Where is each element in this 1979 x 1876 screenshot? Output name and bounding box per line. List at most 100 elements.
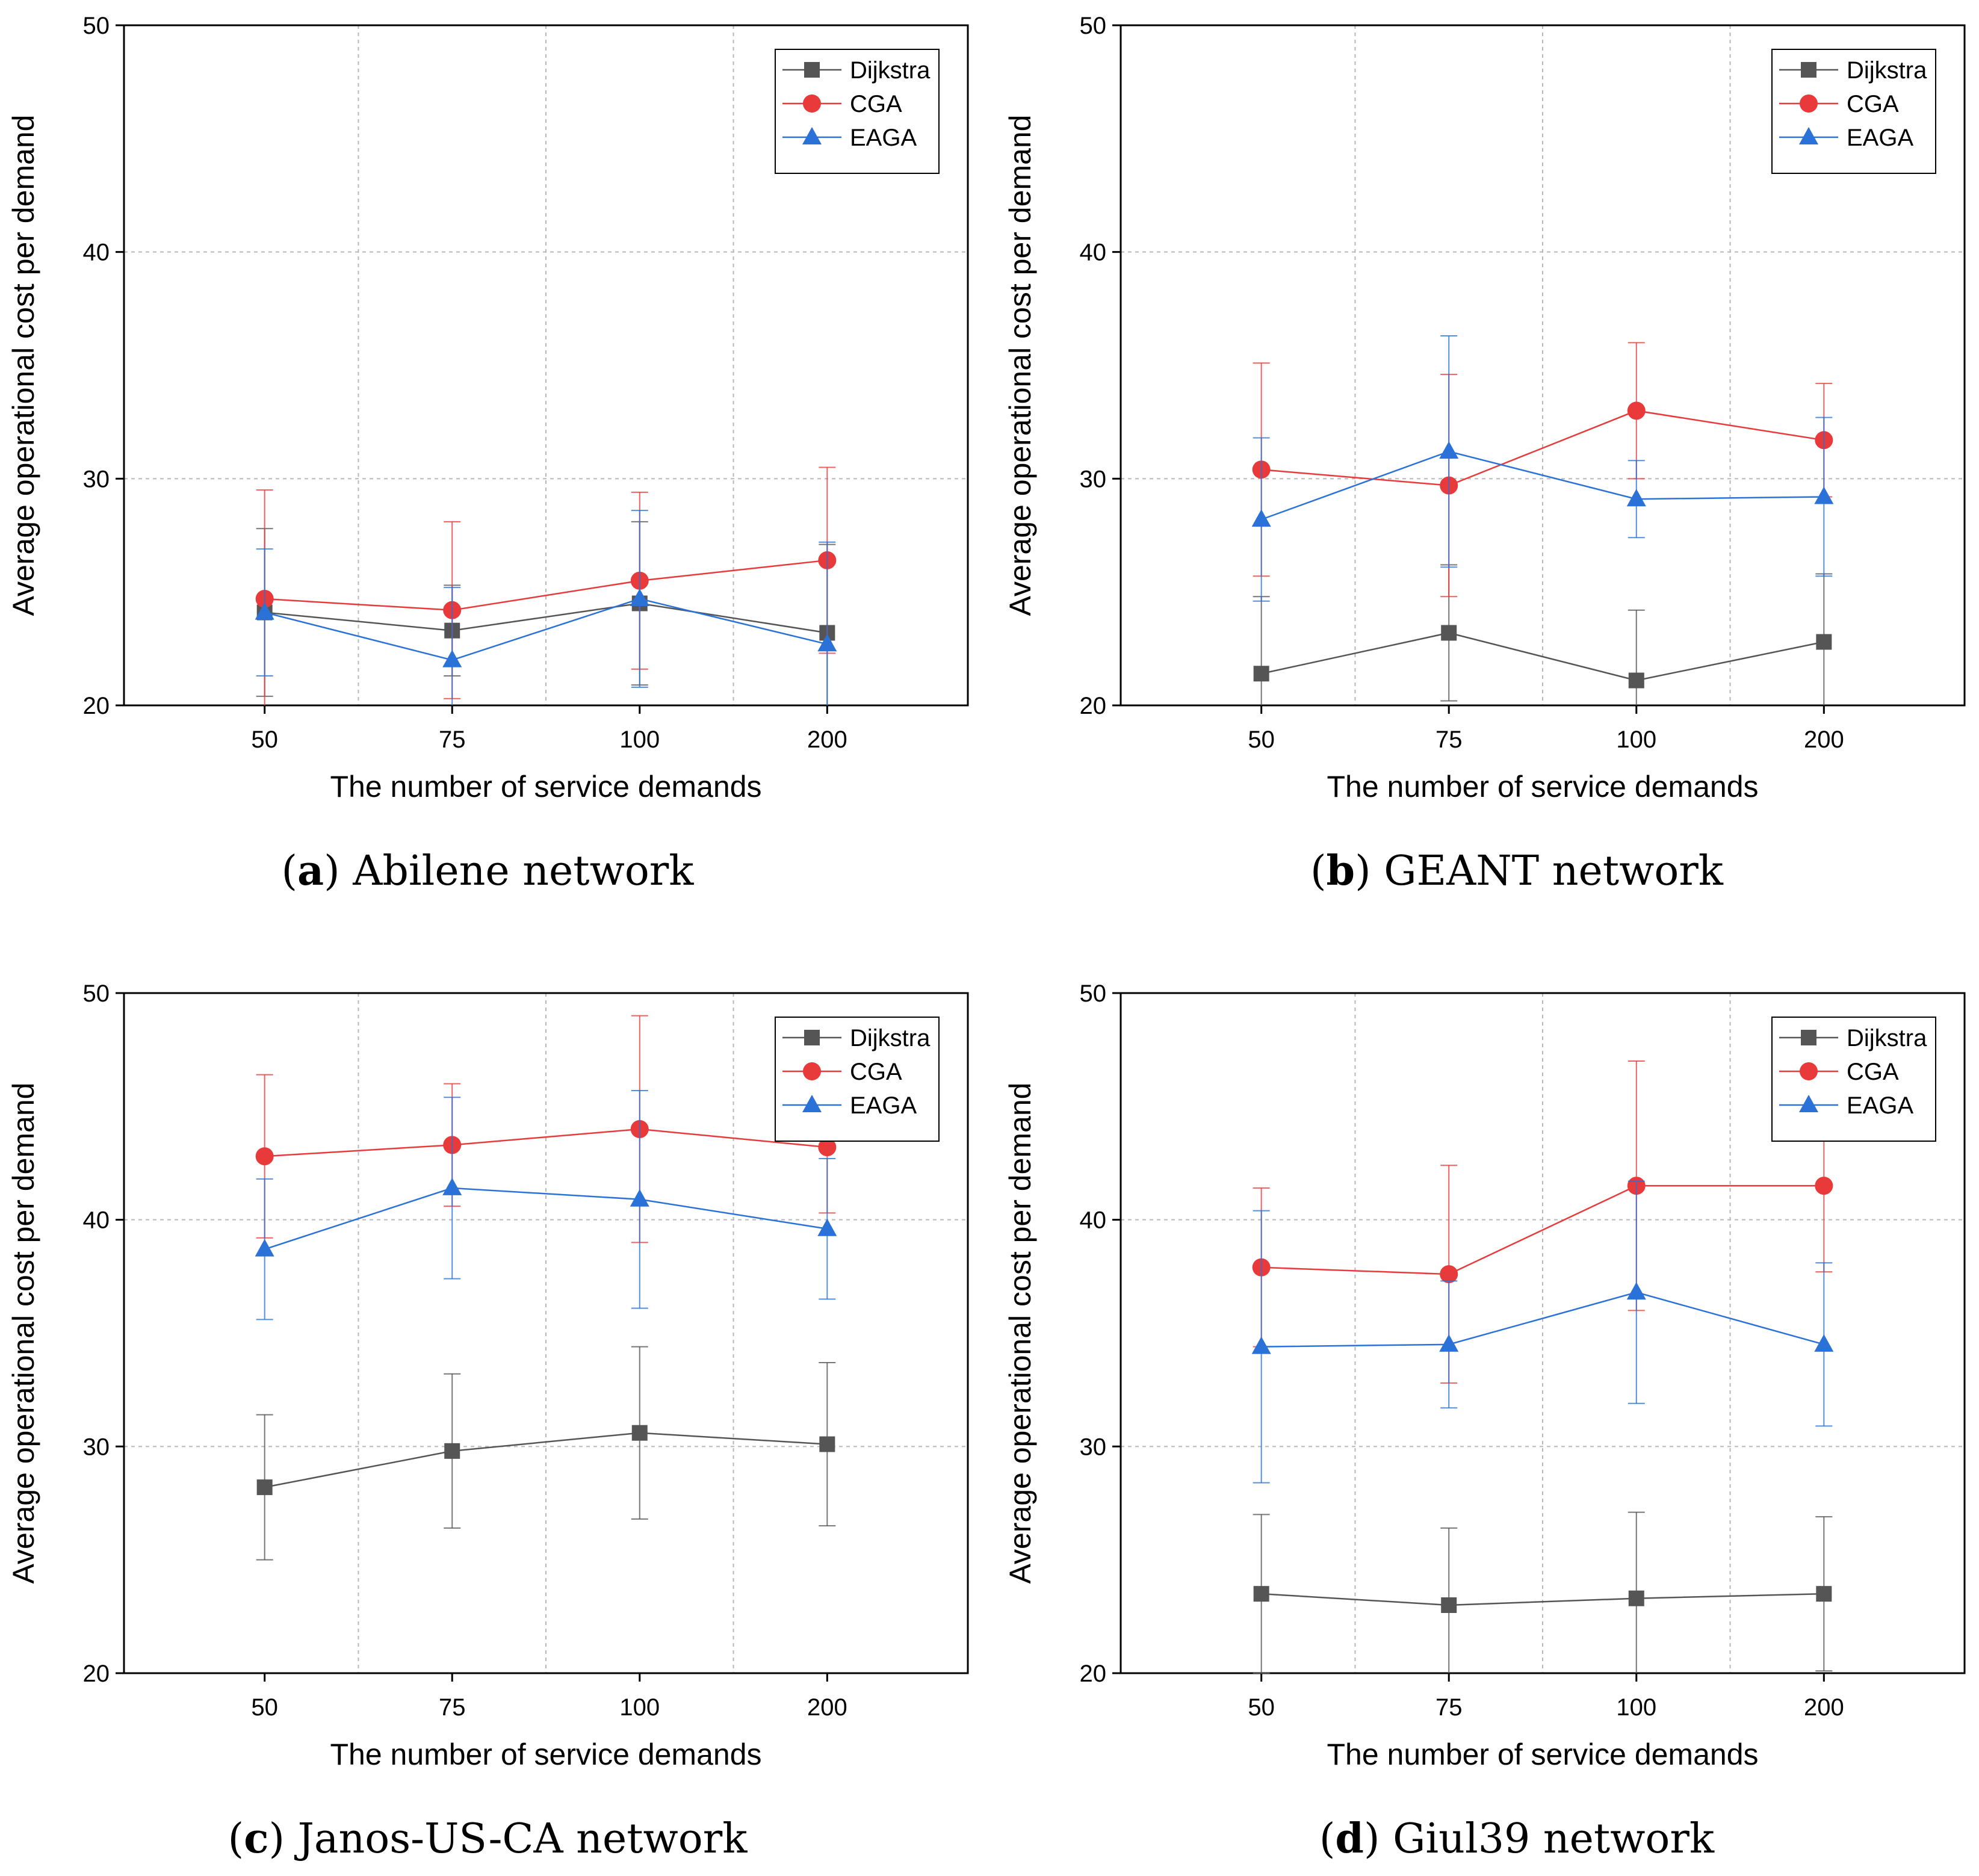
- legend-label-eaga: EAGA: [850, 125, 917, 151]
- x-tick-label: 75: [1435, 1694, 1463, 1721]
- series-line-cga: [264, 1128, 828, 1157]
- legend-marker-dijkstra: [804, 62, 820, 78]
- y-tick-label: 20: [83, 1661, 110, 1687]
- data-point-cga: [1627, 401, 1646, 420]
- series-line-cga: [1261, 1184, 1824, 1275]
- plot-frame: [123, 992, 969, 1674]
- x-tick-label: 200: [807, 726, 847, 753]
- panel-caption-c: (c) Janos-US-CA network: [228, 1815, 748, 1863]
- data-point-dijkstra: [1628, 672, 1644, 689]
- y-tick-label: 20: [83, 693, 110, 719]
- data-point-dijkstra: [1253, 666, 1269, 682]
- legend-label-dijkstra: Dijkstra: [850, 1025, 931, 1051]
- data-point-eaga: [255, 602, 274, 620]
- legend: Dijkstra CGA EAGA: [1771, 49, 1936, 174]
- y-tick-label: 40: [1080, 240, 1107, 266]
- data-point-eaga: [630, 1189, 649, 1207]
- x-tick-label: 75: [1435, 726, 1463, 753]
- data-point-eaga: [1814, 1334, 1834, 1352]
- data-point-eaga: [1626, 489, 1646, 507]
- y-tick-label: 20: [1080, 693, 1107, 719]
- panel-caption-a: (a) Abilene network: [282, 847, 695, 895]
- series-line-eaga: [264, 1187, 828, 1250]
- series-line-dijkstra: [1261, 1593, 1824, 1606]
- legend-marker-eaga: [1799, 1095, 1818, 1112]
- series-eaga: [255, 1089, 837, 1320]
- x-tick-label: 200: [1804, 1694, 1844, 1721]
- x-tick-label: 50: [1248, 1694, 1275, 1721]
- y-axis-label: Average operational cost per demand: [1003, 115, 1037, 616]
- chart-panel-a: 20 30 40 50 50 75 100 200 The number of service …: [7, 13, 969, 803]
- data-point-eaga: [1251, 1336, 1271, 1354]
- series-eaga: [255, 510, 837, 705]
- data-point-cga: [818, 1138, 837, 1157]
- plot-frame: [1120, 992, 1966, 1674]
- data-point-eaga: [630, 588, 649, 606]
- y-tick-label: 30: [83, 1434, 110, 1460]
- data-point-eaga: [1814, 486, 1834, 504]
- data-point-dijkstra: [631, 1425, 648, 1441]
- chart-panel-c: 20 30 40 50 50 75 100 200 The number of service …: [7, 980, 969, 1771]
- legend-marker-cga: [803, 1062, 821, 1080]
- series-eaga: [1251, 1180, 1834, 1484]
- legend-marker-dijkstra: [1801, 1030, 1816, 1045]
- series-dijkstra: [1253, 1511, 1833, 1674]
- x-tick-label: 50: [1248, 726, 1275, 753]
- legend-label-dijkstra: Dijkstra: [1847, 57, 1927, 84]
- y-axis-label: Average operational cost per demand: [1003, 1083, 1037, 1584]
- x-axis-label: The number of service demands: [1327, 770, 1758, 803]
- series-line-cga: [264, 559, 828, 611]
- x-tick-label: 75: [439, 1694, 466, 1721]
- legend-label-eaga: EAGA: [1847, 125, 1913, 151]
- series-line-cga: [1261, 410, 1824, 486]
- x-tick-label: 50: [251, 1694, 278, 1721]
- data-point-cga: [255, 1147, 274, 1166]
- legend: Dijkstra CGA EAGA: [1771, 1017, 1936, 1142]
- y-axis-label: Average operational cost per demand: [7, 115, 40, 616]
- y-tick-label: 50: [1080, 13, 1107, 39]
- y-axis-label: Average operational cost per demand: [7, 1083, 40, 1584]
- legend-label-eaga: EAGA: [850, 1092, 917, 1119]
- series-line-eaga: [1261, 1291, 1824, 1348]
- x-tick-label: 100: [619, 1694, 660, 1721]
- x-tick-label: 50: [251, 726, 278, 753]
- data-point-eaga: [1439, 441, 1459, 459]
- legend-marker-cga: [1800, 1062, 1818, 1080]
- y-tick-label: 30: [1080, 466, 1107, 492]
- plot-frame: [1120, 24, 1966, 707]
- y-tick-label: 50: [1080, 980, 1107, 1007]
- series-dijkstra: [256, 1346, 836, 1561]
- data-point-dijkstra: [444, 1443, 460, 1459]
- data-point-dijkstra: [1816, 634, 1832, 650]
- x-tick-label: 200: [1804, 726, 1844, 753]
- legend-marker-dijkstra: [804, 1030, 820, 1045]
- data-point-eaga: [1626, 1282, 1646, 1300]
- y-tick-label: 20: [1080, 1661, 1107, 1687]
- legend-label-dijkstra: Dijkstra: [850, 57, 931, 84]
- data-point-dijkstra: [1253, 1586, 1269, 1602]
- legend-label-cga: CGA: [850, 1059, 902, 1085]
- x-tick-label: 75: [439, 726, 466, 753]
- y-tick-label: 40: [1080, 1207, 1107, 1234]
- legend-label-cga: CGA: [1847, 91, 1899, 117]
- x-tick-label: 100: [1616, 726, 1656, 753]
- panel-caption-b: (b) GEANT network: [1310, 847, 1724, 895]
- series-line-dijkstra: [264, 1432, 828, 1488]
- legend-label-cga: CGA: [850, 91, 902, 117]
- legend-label-cga: CGA: [1847, 1059, 1899, 1085]
- data-point-cga: [1440, 1265, 1458, 1284]
- plot-frame: [123, 24, 969, 707]
- x-tick-label: 200: [807, 1694, 847, 1721]
- data-point-eaga: [817, 1218, 837, 1236]
- data-point-dijkstra: [1441, 625, 1457, 641]
- chart-panel-b: 20 30 40 50 50 75 100 200 The number of service …: [1003, 13, 1966, 803]
- data-point-eaga: [442, 1177, 462, 1195]
- series-line-eaga: [264, 598, 828, 661]
- data-point-dijkstra: [819, 1436, 835, 1452]
- panel-caption-d: (d) Giul39 network: [1319, 1815, 1715, 1863]
- y-tick-label: 40: [83, 240, 110, 266]
- series-line-dijkstra: [1261, 632, 1824, 681]
- x-axis-label: The number of service demands: [330, 770, 761, 803]
- x-axis-label: The number of service demands: [330, 1738, 761, 1771]
